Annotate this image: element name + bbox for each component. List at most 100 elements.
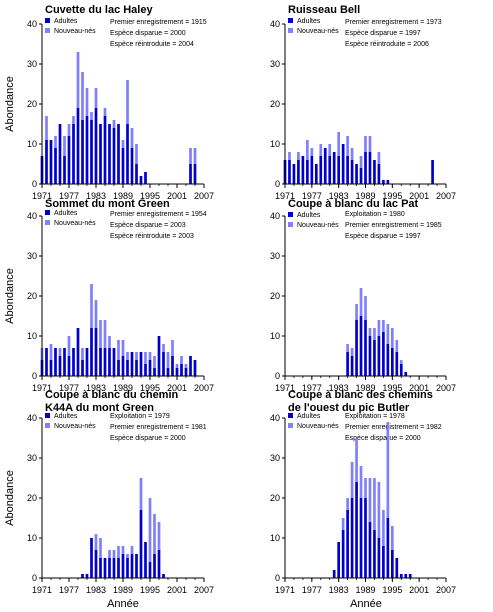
legend-adults-label: Adultes (54, 18, 78, 25)
bar-newborns (94, 300, 98, 328)
panel-title: Coupe à blanc du chemin K44A du mont Gree… (45, 389, 179, 414)
bar-adults (130, 554, 134, 578)
bar-adults (54, 348, 57, 376)
bar-adults (368, 336, 372, 376)
bar-adults (355, 482, 358, 578)
bar-adults (45, 140, 48, 184)
legend-adults-label: Adultes (297, 212, 321, 219)
legend-newborns-label: Nouveau-nés (54, 220, 96, 227)
bar-adults (130, 148, 134, 184)
bar-newborns (130, 546, 134, 554)
bar-adults (390, 550, 394, 578)
x-tick-label: 1971 (275, 585, 295, 595)
bar-adults (184, 368, 188, 376)
y-tick-label: 0 (275, 371, 280, 381)
bar-newborns (377, 152, 381, 164)
x-tick-label: 1983 (86, 191, 106, 201)
bar-newborns (390, 526, 394, 550)
bar-newborns (108, 550, 111, 558)
x-tick-label: 1977 (59, 383, 79, 393)
bar-adults (408, 574, 412, 578)
bar-adults (85, 348, 89, 376)
bar-newborns (319, 144, 323, 156)
bar-adults (108, 348, 111, 376)
panel-annotation: Premier enregistrement = 1985 (345, 222, 442, 229)
panel-title: Coupe à blanc des chemins de l'ouest du p… (288, 389, 433, 414)
y-tick-label: 40 (27, 413, 37, 423)
bar-newborns (76, 52, 80, 108)
bar-newborns (108, 336, 111, 348)
legend-newborns-swatch (45, 423, 50, 428)
y-tick-label: 30 (27, 251, 37, 261)
y-tick-label: 0 (32, 179, 37, 189)
bar-newborns (54, 136, 57, 148)
bar-adults (306, 160, 309, 184)
bar-adults (157, 336, 161, 376)
bar-adults (49, 140, 53, 184)
bar-adults (90, 328, 93, 376)
bar-adults (323, 148, 327, 184)
bar-adults (359, 168, 363, 184)
panel-annotation: Espèce disparue = 1997 (345, 233, 421, 240)
bar-adults (135, 164, 138, 184)
bar-adults (162, 352, 165, 376)
bar-adults (94, 108, 98, 184)
bar-adults (193, 360, 197, 376)
panel-title: Sommet du mont Green (45, 198, 170, 210)
legend-adults-swatch (45, 413, 50, 418)
bar-adults (49, 360, 53, 376)
bar-newborns (355, 438, 358, 482)
bar-newborns (395, 340, 399, 352)
x-tick-label: 1989 (355, 585, 375, 595)
bar-adults (135, 554, 138, 578)
bar-newborns (350, 462, 354, 498)
bar-adults (332, 570, 336, 578)
bar-adults (193, 164, 197, 184)
bar-newborns (350, 148, 354, 160)
x-tick-label: 1989 (113, 383, 133, 393)
y-axis-title: Abondance (4, 268, 16, 324)
bar-adults (364, 152, 367, 184)
bar-adults (94, 550, 98, 578)
bar-newborns (368, 478, 372, 522)
y-axis-title: Abondance (4, 470, 16, 526)
bar-adults (373, 160, 376, 184)
bar-adults (364, 498, 367, 578)
panel-title: Ruisseau Bell (288, 4, 360, 16)
bar-adults (135, 360, 138, 376)
bar-adults (377, 336, 381, 376)
bar-newborns (148, 498, 152, 562)
legend-newborns-swatch (45, 220, 50, 225)
panel-annotation: Premier enregistrement = 1973 (345, 19, 442, 26)
bar-adults (337, 542, 341, 578)
bar-newborns (72, 116, 75, 124)
bar-newborns (81, 72, 84, 120)
bar-newborns (364, 478, 367, 498)
y-tick-label: 30 (27, 453, 37, 463)
legend-newborns-swatch (45, 28, 50, 33)
panel-annotation: Premier enregistrement = 1915 (110, 19, 207, 26)
bar-adults (90, 538, 93, 578)
bar-newborns (193, 148, 197, 164)
legend-adults-swatch (288, 413, 293, 418)
bar-adults (103, 348, 107, 376)
bar-newborns (153, 514, 156, 554)
bar-adults (189, 356, 192, 376)
bar-newborns (288, 152, 291, 160)
bar-adults (144, 172, 147, 184)
x-tick-label: 2007 (194, 191, 214, 201)
bar-newborns (103, 320, 107, 348)
x-tick-label: 1977 (302, 585, 322, 595)
bar-adults (382, 332, 385, 376)
bar-adults (189, 164, 192, 184)
panel-annotation: Exploitation = 1979 (110, 413, 170, 420)
bar-adults (292, 164, 296, 184)
bar-adults (45, 348, 48, 376)
bar-adults (58, 124, 62, 184)
bar-adults (157, 550, 161, 578)
bar-newborns (355, 304, 358, 320)
bar-adults (390, 348, 394, 376)
bar-adults (117, 558, 120, 578)
bar-newborns (390, 328, 394, 348)
bar-adults (99, 348, 102, 376)
